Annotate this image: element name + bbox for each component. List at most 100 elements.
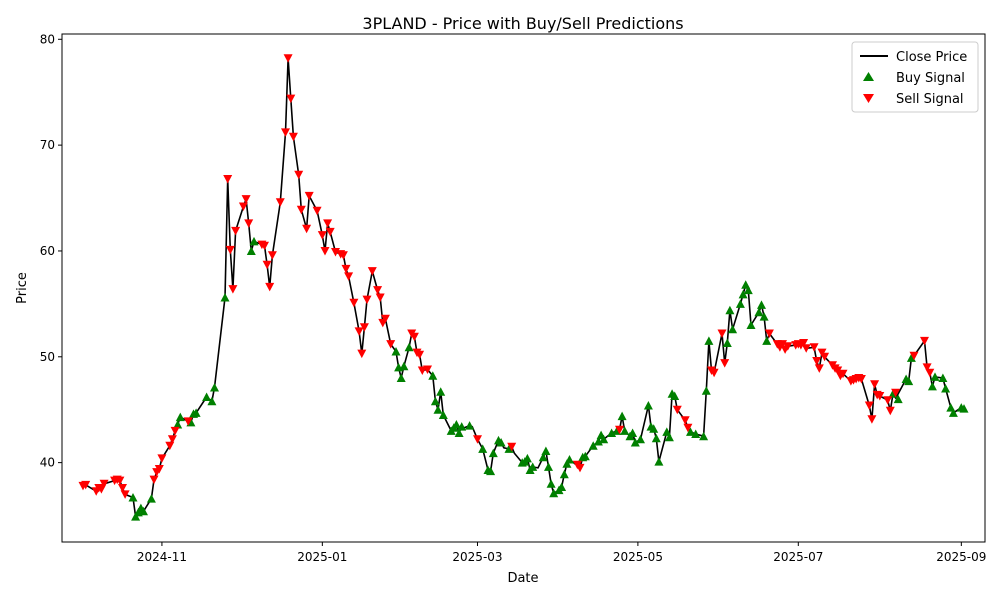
sell-signal-marker [317, 231, 327, 240]
buy-signal-marker [654, 457, 664, 466]
buy-signal-marker [593, 437, 603, 446]
buy-signal-marker [175, 412, 185, 422]
sell-signal-marker [909, 351, 919, 361]
legend-box [851, 41, 979, 113]
sell-signal-marker [241, 195, 251, 204]
buy-signal-marker [173, 420, 183, 429]
plot-area [62, 34, 985, 542]
sell-signal-marker [296, 205, 306, 215]
sell-signal-marker [349, 298, 359, 308]
y-tick-label: 80 [40, 32, 55, 46]
sell-signal-marker [870, 380, 880, 389]
buy-signal-marker [454, 428, 464, 437]
sell-signal-marker [262, 260, 272, 270]
sell-signal-marker [812, 357, 822, 366]
y-tick-label: 50 [40, 350, 55, 364]
sell-signal-marker [344, 272, 354, 281]
sell-signal-marker [856, 375, 866, 384]
sell-signal-marker [764, 329, 774, 338]
legend-close-price-label: Close Price [896, 50, 967, 65]
sell-signal-marker [244, 219, 254, 228]
sell-signal-marker [415, 350, 425, 360]
sell-signal-marker [375, 293, 385, 302]
sell-signal-marker [154, 465, 164, 474]
sell-signal-marker [115, 476, 125, 486]
buy-signal-marker [735, 299, 745, 308]
y-tick-label: 70 [40, 138, 55, 152]
buy-signal-marker [757, 300, 766, 309]
buy-signal-marker [565, 455, 574, 464]
sell-signal-marker [286, 94, 296, 104]
buy-signal-marker [465, 421, 475, 430]
sell-signal-marker [680, 416, 690, 425]
buy-signal-markers [128, 236, 969, 521]
sell-signal-marker [672, 405, 682, 415]
sell-signal-marker [225, 245, 235, 255]
sell-signal-marker [925, 368, 935, 378]
buy-signal-marker [948, 408, 958, 417]
buy-signal-marker [725, 305, 735, 315]
buy-signal-marker [754, 307, 764, 317]
sell-signal-marker [288, 132, 298, 142]
plot-background [62, 34, 985, 542]
buy-signal-marker [486, 466, 496, 476]
buy-signal-marker [522, 453, 532, 463]
sell-signal-marker [683, 423, 693, 433]
buy-signal-marker [207, 396, 217, 406]
buy-signal-marker [620, 426, 630, 435]
buy-signal-marker [488, 448, 498, 458]
buy-signal-marker [430, 396, 440, 406]
x-axis-label: Date [507, 571, 538, 586]
buy-signal-marker [580, 451, 590, 461]
buy-signal-marker [906, 353, 916, 362]
sell-signal-marker [801, 344, 811, 353]
sell-signal-marker [238, 202, 248, 211]
sell-signal-marker [338, 251, 348, 260]
sell-signal-marker [302, 224, 312, 234]
x-axis: 2024-11 2025-01 2025-03 2025-05 2025-07 2025-… [137, 542, 986, 564]
sell-signal-marker [281, 128, 290, 137]
buy-signal-marker [399, 361, 409, 371]
sell-signal-marker [867, 415, 877, 424]
buy-signal-marker [559, 469, 569, 479]
sell-signal-marker [575, 463, 585, 473]
buy-signal-marker [959, 404, 969, 413]
sell-signal-marker [362, 295, 372, 305]
sell-signal-marker [81, 480, 91, 490]
sell-signal-marker [709, 368, 719, 378]
y-axis-label: Price [15, 272, 30, 304]
sell-signal-marker [325, 227, 335, 237]
buy-signal-marker [704, 336, 714, 345]
buy-signal-marker [457, 422, 467, 431]
sell-signal-marker [838, 369, 848, 379]
sell-signal-marker [267, 251, 277, 260]
x-tick-label: 2025-09 [936, 550, 986, 564]
buy-signal-marker [728, 324, 738, 334]
buy-signal-marker [599, 434, 609, 444]
sell-signal-marker [920, 336, 929, 346]
buy-signal-marker [249, 236, 259, 246]
buy-signal-marker [139, 506, 148, 516]
sell-signal-marker [717, 329, 727, 338]
buy-signal-marker [743, 285, 753, 295]
sell-signal-marker [283, 54, 293, 63]
buy-signal-marker [643, 401, 653, 410]
sell-signal-marker [380, 314, 390, 324]
buy-signal-marker [701, 386, 711, 395]
buy-signal-marker [428, 371, 438, 380]
buy-signal-marker [759, 312, 769, 321]
sell-signal-marker [809, 343, 819, 352]
y-axis: 40 50 60 70 80 [40, 32, 62, 470]
buy-signal-marker [391, 347, 401, 356]
x-tick-label: 2025-05 [613, 550, 663, 564]
sell-signal-marker [373, 286, 383, 295]
sell-signal-marker [294, 170, 304, 180]
sell-signal-marker [99, 479, 109, 489]
buy-signal-marker [664, 432, 674, 442]
sell-signal-marker [167, 435, 177, 444]
legend-buy-signal-label: Buy Signal [896, 71, 965, 86]
sell-signal-marker [118, 484, 127, 493]
buy-signal-marker [691, 429, 701, 438]
buy-signal-marker [904, 376, 914, 386]
